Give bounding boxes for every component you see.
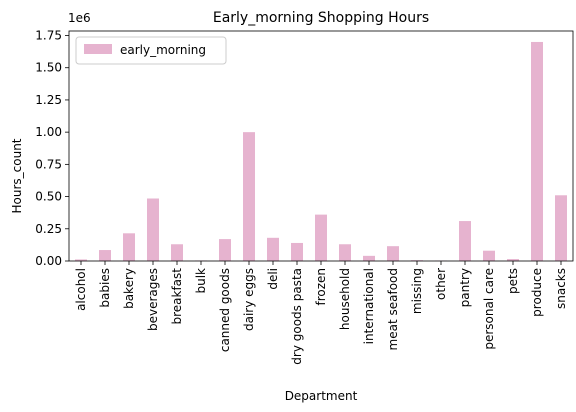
x-tick-label: snacks xyxy=(554,268,568,309)
x-tick-label: dry goods pasta xyxy=(290,268,304,365)
x-tick-label: bakery xyxy=(122,268,136,309)
x-tick-label: pantry xyxy=(458,268,472,307)
y-tick-label: 1.75 xyxy=(35,29,62,43)
x-tick-label: international xyxy=(362,268,376,344)
bar-snacks xyxy=(555,195,567,261)
x-tick-label: missing xyxy=(410,268,424,314)
legend-swatch xyxy=(84,44,112,54)
bar-beverages xyxy=(147,198,159,261)
x-tick-label: dairy eggs xyxy=(242,268,256,331)
x-tick-label: bulk xyxy=(194,268,208,294)
x-tick-label: household xyxy=(338,268,352,330)
bar-meat-seafood xyxy=(387,246,399,261)
y-tick-label: 0.50 xyxy=(35,190,62,204)
y-tick-label: 0.00 xyxy=(35,254,62,268)
y-axis-label: Hours_count xyxy=(10,138,24,213)
x-tick-label: alcohol xyxy=(74,268,88,311)
x-tick-label: frozen xyxy=(314,268,328,306)
x-tick-label: produce xyxy=(530,268,544,317)
chart-title: Early_morning Shopping Hours xyxy=(213,10,429,26)
y-tick-label: 1.00 xyxy=(35,125,62,139)
plot-frame xyxy=(68,30,574,262)
bar-deli xyxy=(267,237,279,261)
legend-label: early_morning xyxy=(120,43,206,57)
y-offset-label: 1e6 xyxy=(68,11,91,25)
bar-produce xyxy=(531,41,543,262)
x-tick-label: personal care xyxy=(482,268,496,350)
bar-canned-goods xyxy=(219,239,231,261)
legend: early_morning xyxy=(75,36,227,65)
bar-dry-goods-pasta xyxy=(291,242,303,261)
bar-international xyxy=(363,255,375,261)
y-tick-label: 1.25 xyxy=(35,93,62,107)
x-tick-label: meat seafood xyxy=(386,268,400,350)
x-tick-label: deli xyxy=(266,268,280,290)
x-axis-label: Department xyxy=(285,389,358,403)
x-ticks: alcohol babies bakery beverages breakfast bul… xyxy=(74,261,568,365)
x-tick-label: breakfast xyxy=(170,268,184,325)
bars-group xyxy=(75,41,567,262)
y-tick-label: 1.50 xyxy=(35,61,62,75)
x-tick-label: pets xyxy=(506,268,520,294)
x-tick-label: babies xyxy=(98,268,112,308)
bar-personal-care xyxy=(483,250,495,261)
bar-dairy-eggs xyxy=(243,132,255,261)
x-tick-label: other xyxy=(434,268,448,300)
bar-breakfast xyxy=(171,244,183,261)
bar-household xyxy=(339,244,351,261)
x-tick-label: beverages xyxy=(146,268,160,331)
y-tick-label: 0.75 xyxy=(35,157,62,171)
bar-pantry xyxy=(459,221,471,261)
bar-bakery xyxy=(123,233,135,261)
legend-box xyxy=(75,36,227,65)
x-tick-label: canned goods xyxy=(218,268,232,352)
y-ticks: 0.00 0.25 0.50 0.75 1.00 1.25 1.50 1.75 xyxy=(35,29,69,268)
y-tick-label: 0.25 xyxy=(35,222,62,236)
bar-frozen xyxy=(315,214,327,261)
bar-pets xyxy=(507,259,519,261)
bar-babies xyxy=(99,250,111,261)
bar-alcohol xyxy=(75,259,87,261)
